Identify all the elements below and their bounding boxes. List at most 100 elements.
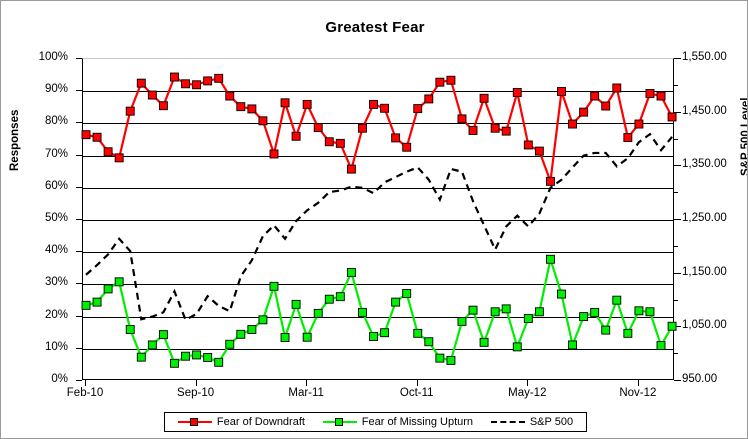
data-point-marker — [147, 340, 157, 350]
data-point-marker — [424, 94, 434, 104]
data-point-marker — [568, 340, 578, 350]
x-axis-tick — [306, 380, 308, 386]
gridline — [83, 252, 673, 254]
y-axis-right-minor-tick — [674, 84, 678, 86]
data-point-marker — [523, 140, 533, 150]
data-point-marker — [380, 328, 390, 338]
data-point-marker — [258, 116, 268, 126]
y-axis-left-tick — [76, 186, 82, 188]
data-point-marker — [534, 146, 544, 156]
square-marker-icon — [189, 418, 198, 426]
y-axis-right-tick — [674, 380, 681, 381]
x-axis-tick-label: Feb-10 — [66, 387, 104, 399]
y-axis-right-tick — [674, 272, 681, 274]
data-point-marker — [545, 254, 555, 264]
data-point-marker — [623, 133, 633, 143]
x-axis-tick-label: Mar-11 — [288, 387, 324, 399]
data-point-marker — [424, 337, 434, 347]
data-point-marker — [92, 132, 102, 142]
gridline — [83, 220, 673, 221]
data-point-marker — [479, 337, 489, 347]
data-point-marker — [656, 91, 666, 101]
data-point-marker — [236, 102, 246, 112]
data-point-marker — [601, 101, 611, 111]
gridline — [83, 284, 673, 286]
y-axis-right-minor-tick — [674, 245, 678, 247]
data-point-marker — [280, 333, 290, 342]
data-point-marker — [446, 355, 456, 365]
data-point-marker — [490, 307, 500, 317]
data-point-marker — [490, 123, 500, 133]
data-point-marker — [125, 325, 135, 334]
data-point-marker — [103, 147, 113, 157]
data-point-marker — [92, 297, 102, 307]
y-axis-right-tick — [674, 58, 681, 59]
series-line — [85, 75, 674, 182]
x-axis-tick-label: May-12 — [508, 387, 547, 399]
data-point-marker — [203, 76, 213, 86]
data-point-marker — [225, 339, 235, 349]
data-point-marker — [225, 91, 235, 101]
y-axis-right-tick — [674, 111, 681, 113]
data-point-marker — [457, 316, 467, 326]
data-point-marker — [667, 321, 677, 331]
y-axis-left-tick-label: 60% — [44, 179, 68, 192]
data-point-marker — [313, 123, 323, 133]
data-point-marker — [402, 142, 412, 152]
data-point-marker — [634, 306, 644, 316]
data-point-marker — [203, 353, 213, 362]
x-axis-tick-label: Oct-11 — [399, 387, 434, 399]
data-point-marker — [468, 305, 478, 315]
legend: Fear of Downdraft Fear of Missing Upturn S… — [164, 412, 587, 432]
data-point-marker — [501, 126, 511, 136]
legend-item[interactable]: S&P 500 — [490, 416, 573, 428]
y-axis-left-tick-label: 40% — [44, 244, 68, 257]
y-axis-right-minor-tick — [674, 192, 678, 194]
y-axis-left-tick-label: 90% — [44, 83, 68, 96]
y-axis-left-tick — [76, 347, 82, 349]
data-point-marker — [358, 123, 367, 133]
data-point-marker — [512, 88, 522, 97]
y-axis-right-tick — [674, 165, 681, 167]
y-axis-right-tick — [674, 326, 681, 328]
gridline — [83, 348, 673, 350]
data-point-marker — [468, 126, 478, 135]
y-axis-right-minor-tick — [674, 138, 678, 140]
y-axis-left-tick — [76, 58, 82, 59]
data-point-marker — [369, 332, 378, 342]
x-axis-tick — [195, 380, 197, 386]
y-axis-left-tick-label: 80% — [44, 115, 68, 128]
data-point-marker — [358, 307, 367, 317]
data-point-marker — [369, 99, 378, 109]
y-axis-left-tick-label: 50% — [44, 212, 68, 224]
data-point-marker — [302, 99, 312, 109]
data-point-marker — [579, 312, 589, 322]
legend-item[interactable]: Fear of Missing Upturn — [322, 416, 474, 428]
data-point-marker — [335, 138, 345, 148]
data-point-marker — [435, 353, 445, 363]
data-point-marker — [590, 307, 600, 317]
y-axis-right-tick-label: 1,350.00 — [682, 158, 727, 171]
data-point-marker — [667, 112, 677, 122]
y-axis-right-minor-tick — [674, 299, 678, 301]
series-line — [85, 132, 673, 322]
data-point-marker — [269, 281, 279, 291]
y-axis-right-tick — [674, 219, 681, 220]
data-point-marker — [269, 149, 279, 159]
data-point-marker — [81, 130, 91, 140]
data-point-marker — [557, 289, 566, 299]
y-axis-right-tick-label: 1,250.00 — [682, 212, 727, 224]
legend-item-label: Fear of Missing Upturn — [361, 416, 474, 428]
y-axis-left-tick — [76, 283, 82, 285]
legend-item[interactable]: Fear of Downdraft — [177, 416, 305, 428]
data-point-marker — [523, 314, 533, 323]
x-axis-tick — [527, 380, 529, 386]
data-point-marker — [612, 83, 622, 93]
y-axis-right-tick-label: 1,550.00 — [682, 51, 727, 63]
x-axis-tick — [85, 380, 86, 386]
y-axis-left-tick — [76, 219, 82, 220]
data-point-marker — [557, 87, 566, 96]
gridline — [83, 123, 673, 125]
data-point-marker — [181, 79, 190, 89]
y-axis-left-tick — [76, 154, 82, 156]
